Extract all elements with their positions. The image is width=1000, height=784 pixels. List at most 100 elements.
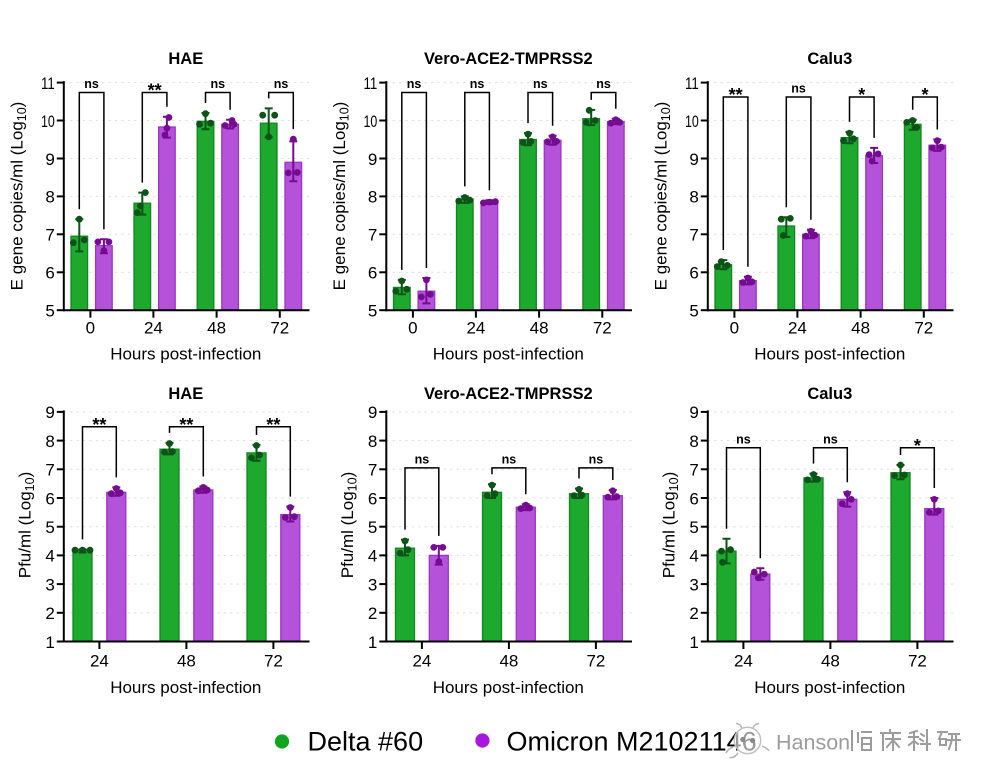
- svg-text:11: 11: [41, 74, 55, 93]
- svg-text:Vero-ACE2-TMPRSS2: Vero-ACE2-TMPRSS2: [424, 385, 593, 403]
- svg-text:ns: ns: [596, 77, 611, 91]
- svg-text:Pfu/ml (Log10): Pfu/ml (Log10): [660, 472, 682, 579]
- svg-text:24: 24: [734, 652, 753, 671]
- svg-text:8: 8: [689, 188, 698, 207]
- svg-text:2: 2: [45, 604, 54, 623]
- svg-text:HAE: HAE: [168, 50, 203, 68]
- svg-text:Pfu/ml (Log10): Pfu/ml (Log10): [338, 472, 360, 579]
- svg-text:8: 8: [45, 432, 54, 451]
- svg-text:72: 72: [914, 319, 933, 338]
- svg-text:48: 48: [821, 652, 840, 671]
- svg-text:72: 72: [593, 319, 612, 338]
- svg-text:5: 5: [689, 518, 698, 537]
- svg-text:5: 5: [45, 302, 54, 321]
- svg-text:ns: ns: [415, 452, 430, 466]
- svg-text:9: 9: [368, 403, 377, 422]
- svg-text:4: 4: [689, 547, 698, 566]
- svg-text:**: **: [92, 415, 106, 435]
- svg-text:**: **: [729, 85, 743, 105]
- svg-text:HAE: HAE: [168, 385, 203, 403]
- svg-text:7: 7: [689, 226, 698, 245]
- svg-text:1: 1: [368, 633, 377, 652]
- svg-text:6: 6: [45, 264, 54, 283]
- svg-text:**: **: [179, 415, 193, 435]
- svg-text:ns: ns: [84, 77, 99, 91]
- svg-text:Pfu/ml (Log10): Pfu/ml (Log10): [16, 472, 38, 579]
- svg-text:4: 4: [45, 547, 54, 566]
- svg-text:ns: ns: [736, 432, 751, 446]
- svg-text:6: 6: [368, 264, 377, 283]
- svg-text:7: 7: [368, 226, 377, 245]
- svg-text:2: 2: [689, 604, 698, 623]
- svg-text:ns: ns: [502, 452, 517, 466]
- svg-text:7: 7: [368, 461, 377, 480]
- svg-text:24: 24: [466, 319, 485, 338]
- svg-text:Hours post-infection: Hours post-infection: [110, 678, 261, 697]
- svg-text:5: 5: [368, 302, 377, 321]
- svg-text:1: 1: [45, 633, 54, 652]
- svg-text:Delta #60: Delta #60: [308, 727, 424, 757]
- svg-text:48: 48: [177, 652, 196, 671]
- svg-text:9: 9: [45, 403, 54, 422]
- svg-text:Hours post-infection: Hours post-infection: [110, 345, 261, 364]
- svg-text:8: 8: [368, 188, 377, 207]
- svg-text:10: 10: [685, 112, 699, 131]
- svg-text:5: 5: [45, 518, 54, 537]
- svg-text:10: 10: [364, 112, 378, 131]
- svg-text:*: *: [858, 85, 865, 105]
- svg-text:48: 48: [530, 319, 549, 338]
- svg-text:Hanson: Hanson: [776, 731, 850, 755]
- svg-text:ns: ns: [533, 77, 548, 91]
- svg-text:7: 7: [45, 226, 54, 245]
- svg-text:9: 9: [689, 150, 698, 169]
- svg-text:3: 3: [45, 575, 54, 594]
- svg-text:6: 6: [689, 489, 698, 508]
- svg-text:E gene copies/ml (Log10): E gene copies/ml (Log10): [330, 102, 352, 291]
- svg-text:24: 24: [788, 319, 807, 338]
- svg-text:72: 72: [586, 652, 605, 671]
- svg-text:ns: ns: [589, 452, 604, 466]
- svg-text:4: 4: [368, 547, 377, 566]
- svg-text:8: 8: [689, 432, 698, 451]
- svg-text:3: 3: [368, 575, 377, 594]
- svg-text:9: 9: [45, 150, 54, 169]
- svg-text:7: 7: [689, 461, 698, 480]
- svg-text:6: 6: [368, 489, 377, 508]
- svg-text:ns: ns: [274, 77, 289, 91]
- svg-text:9: 9: [368, 150, 377, 169]
- svg-text:8: 8: [45, 188, 54, 207]
- svg-text:48: 48: [499, 652, 518, 671]
- svg-text:2: 2: [368, 604, 377, 623]
- svg-text:48: 48: [207, 319, 226, 338]
- svg-text:Hours post-infection: Hours post-infection: [754, 678, 905, 697]
- svg-text:ns: ns: [407, 77, 422, 91]
- svg-text:10: 10: [41, 112, 55, 131]
- svg-text:ns: ns: [823, 432, 838, 446]
- svg-text:Calu3: Calu3: [807, 50, 852, 68]
- svg-text:72: 72: [270, 319, 289, 338]
- svg-text:7: 7: [45, 461, 54, 480]
- svg-text:*: *: [914, 436, 921, 456]
- svg-text:ns: ns: [470, 77, 485, 91]
- svg-text:Omicron M21021146: Omicron M21021146: [507, 727, 757, 757]
- svg-text:**: **: [266, 415, 280, 435]
- svg-text:11: 11: [685, 74, 699, 93]
- svg-text:1: 1: [689, 633, 698, 652]
- svg-text:11: 11: [364, 74, 378, 93]
- svg-text:0: 0: [86, 319, 95, 338]
- svg-text:24: 24: [90, 652, 109, 671]
- svg-text:72: 72: [908, 652, 927, 671]
- svg-text:8: 8: [368, 432, 377, 451]
- svg-text:E gene copies/ml (Log10): E gene copies/ml (Log10): [8, 102, 30, 291]
- svg-text:24: 24: [144, 319, 163, 338]
- svg-text:0: 0: [730, 319, 739, 338]
- svg-text:E gene copies/ml (Log10): E gene copies/ml (Log10): [652, 102, 674, 291]
- svg-text:6: 6: [45, 489, 54, 508]
- svg-text:Hours post-infection: Hours post-infection: [433, 345, 584, 364]
- svg-text:Vero-ACE2-TMPRSS2: Vero-ACE2-TMPRSS2: [424, 50, 593, 68]
- svg-text:**: **: [148, 81, 162, 101]
- svg-text:72: 72: [264, 652, 283, 671]
- svg-text:ns: ns: [791, 82, 806, 96]
- svg-text:48: 48: [851, 319, 870, 338]
- svg-text:Hours post-infection: Hours post-infection: [433, 678, 584, 697]
